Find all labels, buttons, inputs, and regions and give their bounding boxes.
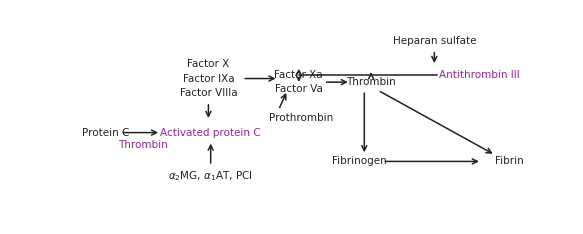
Text: Factor Xa: Factor Xa [275, 70, 323, 80]
Text: Thrombin: Thrombin [346, 77, 396, 87]
Text: Prothrombin: Prothrombin [269, 113, 333, 123]
Text: Protein C: Protein C [82, 128, 129, 138]
Text: Heparan sulfate: Heparan sulfate [392, 36, 476, 46]
Text: $\alpha_2$MG, $\alpha_1$AT, PCI: $\alpha_2$MG, $\alpha_1$AT, PCI [168, 169, 253, 183]
Text: Thrombin: Thrombin [118, 140, 168, 150]
Text: Fibrin: Fibrin [494, 156, 524, 166]
Text: Factor VIIIa: Factor VIIIa [180, 88, 237, 98]
Text: Factor X: Factor X [187, 59, 230, 69]
Text: Activated protein C: Activated protein C [160, 128, 261, 138]
Text: Antithrombin III: Antithrombin III [440, 70, 520, 80]
Text: Factor IXa: Factor IXa [182, 73, 234, 84]
Text: Fibrinogen: Fibrinogen [332, 156, 387, 166]
Text: Factor Va: Factor Va [275, 84, 323, 94]
